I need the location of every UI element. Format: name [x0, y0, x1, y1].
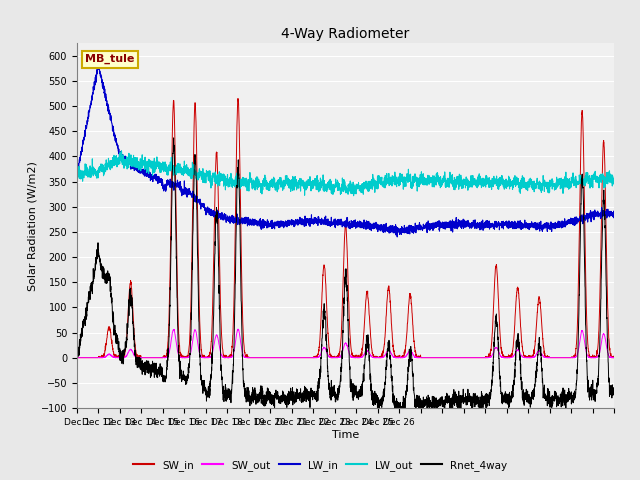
LW_in	[560, 222, 568, 228]
LW_in	[611, 211, 618, 217]
Rnet_4way	[223, 393, 231, 398]
LW_in	[398, 226, 406, 231]
LW_out	[560, 185, 568, 191]
Rnet_4way	[188, 273, 196, 278]
SW_out	[611, 355, 618, 360]
LW_out	[188, 169, 196, 175]
SW_in	[223, 355, 231, 360]
LW_out	[398, 176, 406, 181]
LW_in	[94, 60, 102, 66]
LW_in	[223, 217, 231, 223]
SW_in	[559, 355, 567, 360]
Line: SW_in: SW_in	[77, 98, 614, 358]
SW_out	[188, 343, 196, 348]
LW_in	[394, 234, 401, 240]
Rnet_4way	[73, 353, 81, 359]
SW_in	[611, 353, 618, 359]
LW_in	[408, 227, 415, 232]
SW_out	[611, 355, 618, 360]
Legend: SW_in, SW_out, LW_in, LW_out, Rnet_4way: SW_in, SW_out, LW_in, LW_out, Rnet_4way	[129, 456, 511, 475]
LW_out	[349, 193, 357, 199]
Rnet_4way	[611, 388, 618, 394]
SW_out	[234, 326, 242, 332]
SW_in	[188, 247, 196, 252]
SW_out	[559, 355, 567, 360]
SW_in	[234, 96, 242, 101]
LW_in	[188, 191, 196, 197]
LW_out	[118, 148, 125, 154]
Line: SW_out: SW_out	[77, 329, 614, 358]
SW_in	[398, 355, 406, 360]
Rnet_4way	[560, 392, 568, 397]
Line: LW_in: LW_in	[77, 63, 614, 237]
SW_out	[73, 355, 81, 360]
Rnet_4way	[398, 403, 406, 409]
Line: LW_out: LW_out	[77, 151, 614, 196]
LW_out	[611, 178, 618, 184]
LW_out	[408, 181, 415, 187]
Title: 4-Way Radiometer: 4-Way Radiometer	[282, 27, 410, 41]
Text: MB_tule: MB_tule	[85, 54, 134, 64]
LW_in	[611, 211, 618, 217]
SW_in	[73, 355, 81, 360]
LW_out	[223, 180, 231, 185]
X-axis label: Time: Time	[332, 430, 359, 440]
SW_out	[223, 355, 231, 360]
Rnet_4way	[408, 352, 415, 358]
Rnet_4way	[396, 413, 404, 419]
SW_out	[408, 349, 415, 355]
Line: Rnet_4way: Rnet_4way	[77, 138, 614, 416]
SW_out	[398, 355, 406, 360]
LW_out	[611, 176, 618, 182]
LW_out	[73, 171, 81, 177]
SW_in	[408, 300, 415, 306]
SW_in	[611, 355, 618, 360]
Rnet_4way	[611, 390, 618, 396]
Rnet_4way	[170, 135, 177, 141]
LW_in	[73, 170, 81, 176]
Y-axis label: Solar Radiation (W/m2): Solar Radiation (W/m2)	[28, 161, 38, 290]
